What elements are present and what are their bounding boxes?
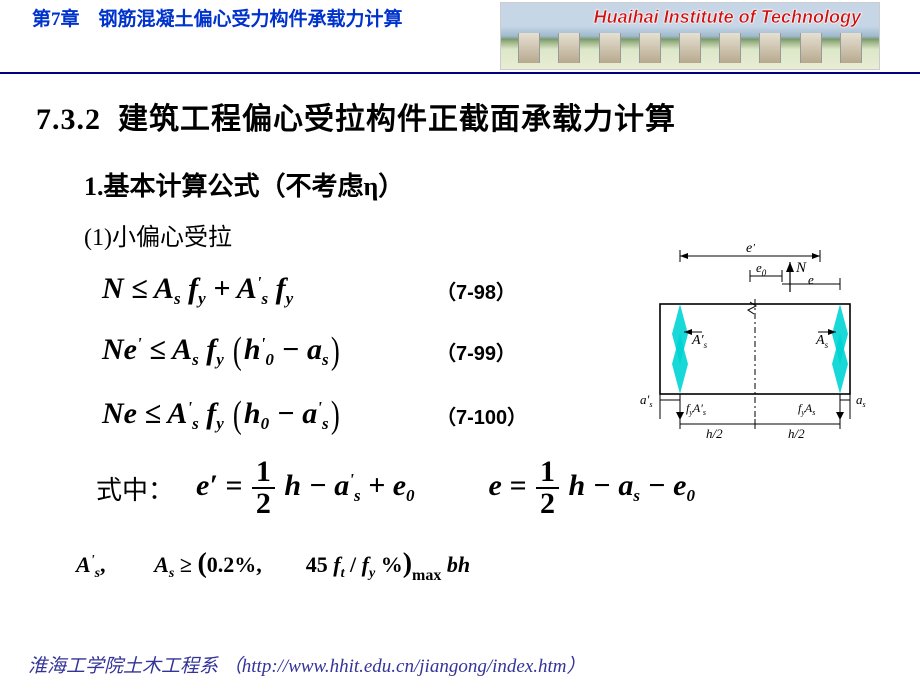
svg-text:fyA′s: fyA′s — [686, 401, 706, 417]
section-number: 7.3.2 — [36, 103, 101, 136]
eq-number-2: （7-99） — [436, 337, 516, 366]
footer-text-a: 淮海工学院土木工程系 （ — [28, 656, 242, 677]
header-banner: Huaihai Institute of Technology — [500, 2, 880, 70]
main-content: 7.3.2 建筑工程偏心受拉构件正截面承载力计算 1.基本计算公式（不考虑η） … — [0, 94, 920, 585]
section-title: 7.3.2 建筑工程偏心受拉构件正截面承载力计算 — [36, 94, 884, 138]
label-e-prime: e′ — [746, 244, 756, 256]
formula-1: N ≤ As fy + A's fy — [102, 272, 412, 309]
where-eq2: e = 12 h − as − e0 — [489, 457, 695, 519]
svg-text:as: as — [856, 392, 866, 409]
where-line: 式中： e′ = 12 h − a's + e0 e = 12 h − as −… — [96, 457, 884, 519]
svg-text:N: N — [795, 260, 807, 276]
footer-url: http://www.hhit.edu.cn/jiangong/index.ht… — [242, 656, 567, 677]
svg-text:A′s: A′s — [691, 333, 708, 350]
formula-3: Ne ≤ A's fy (h0 − a's) — [102, 393, 412, 437]
svg-text:As: As — [815, 333, 829, 350]
where-label: 式中： — [96, 470, 174, 507]
formula-2: Ne' ≤ As fy (h'0 − as) — [102, 329, 412, 373]
svg-text:fyAs: fyAs — [798, 401, 815, 417]
header-bar: 第7章 钢筋混凝土偏心受力构件承载力计算 Huaihai Institute o… — [0, 0, 920, 74]
footer: 淮海工学院土木工程系 （http://www.hhit.edu.cn/jiang… — [28, 651, 586, 678]
section-heading: 建筑工程偏心受拉构件正截面承载力计算 — [118, 103, 676, 136]
svg-text:e0: e0 — [756, 260, 767, 278]
where-eq1: e′ = 12 h − a's + e0 — [196, 457, 415, 519]
eq-number-1: （7-98） — [436, 276, 516, 305]
banner-buildings — [501, 33, 879, 63]
eq-number-3: （7-100） — [436, 401, 527, 430]
institute-name: Huaihai Institute of Technology — [501, 3, 879, 28]
svg-text:h/2: h/2 — [706, 426, 723, 441]
svg-text:e: e — [808, 272, 814, 287]
svg-text:a′s: a′s — [640, 392, 652, 409]
subheading-1: 1.基本计算公式（不考虑η） — [84, 166, 884, 203]
cross-section-diagram: e′ e0 N e A′s — [640, 244, 880, 444]
condition-line: A's, As ≥ (0.2%, 45 ft / fy %)max bh — [76, 547, 884, 585]
svg-text:h/2: h/2 — [788, 426, 805, 441]
footer-text-b: ） — [567, 656, 586, 677]
chapter-title: 第7章 钢筋混凝土偏心受力构件承载力计算 — [32, 4, 403, 31]
